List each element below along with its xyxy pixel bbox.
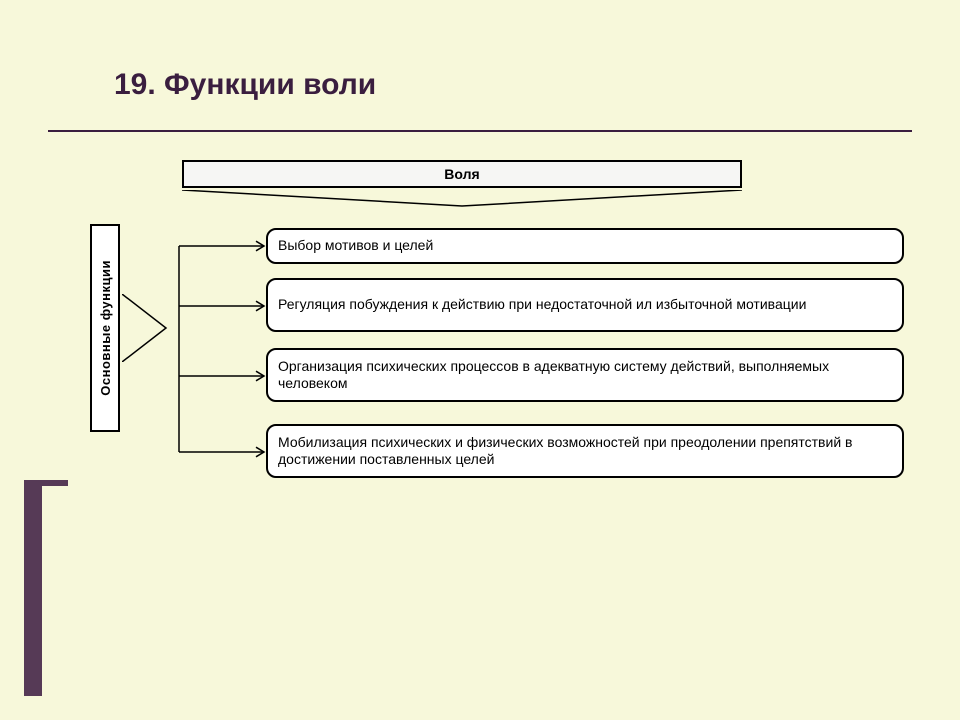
function-text: Мобилизация психических и физических воз… bbox=[278, 434, 892, 469]
function-text: Регуляция побуждения к действию при недо… bbox=[278, 296, 806, 314]
title-underline bbox=[48, 130, 912, 132]
function-box: Выбор мотивов и целей bbox=[266, 228, 904, 264]
side-arrow-icon bbox=[122, 294, 168, 362]
slide: 19. Функции воли Воля Основные функции В… bbox=[24, 24, 936, 696]
side-category-label: Основные функции bbox=[98, 260, 113, 396]
banner-box: Воля bbox=[182, 160, 742, 188]
banner-label: Воля bbox=[444, 166, 479, 182]
function-box: Организация психических процессов в адек… bbox=[266, 348, 904, 402]
banner-chevron-icon bbox=[182, 190, 742, 208]
function-text: Выбор мотивов и целей bbox=[278, 237, 433, 255]
function-box: Мобилизация психических и физических воз… bbox=[266, 424, 904, 478]
accent-bar-vertical bbox=[24, 486, 42, 696]
function-box: Регуляция побуждения к действию при недо… bbox=[266, 278, 904, 332]
slide-title: 19. Функции воли bbox=[114, 68, 376, 102]
function-text: Организация психических процессов в адек… bbox=[278, 358, 892, 393]
side-category-box: Основные функции bbox=[90, 224, 120, 432]
